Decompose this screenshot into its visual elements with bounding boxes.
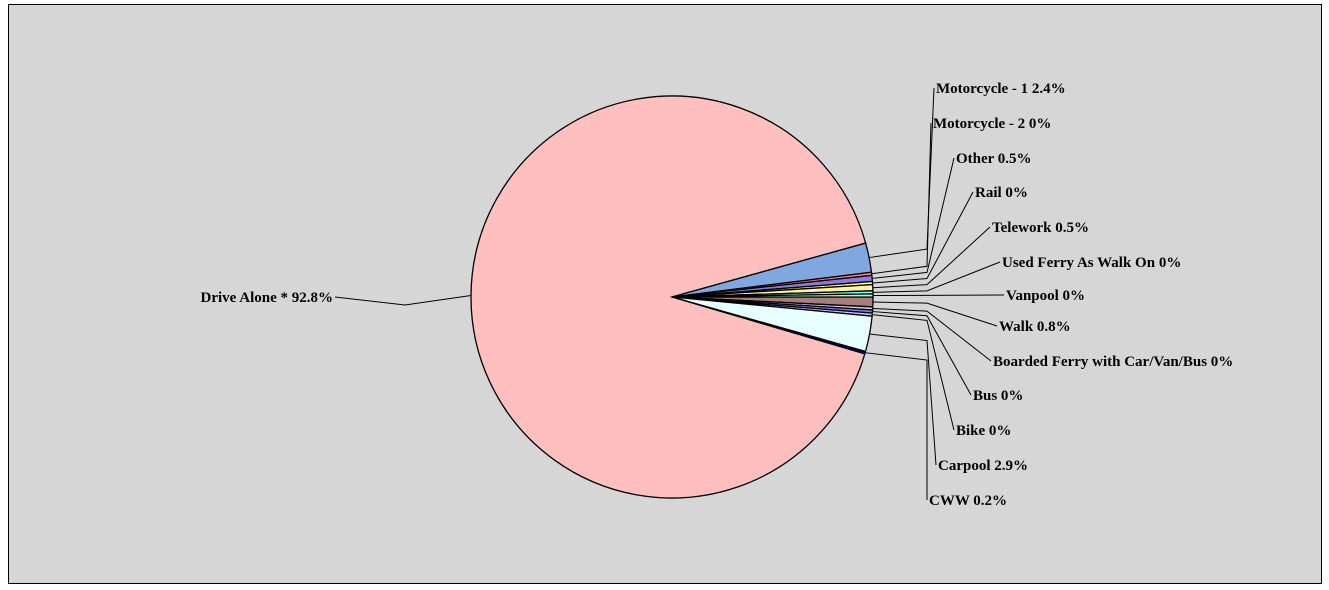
leader-line-walk <box>872 301 998 327</box>
leader-line-drive-alone <box>334 294 472 306</box>
pie-chart: Walk 0.8% Boarded Ferry with Car/Van/Bus … <box>201 81 1234 509</box>
slice-label-telework: Telework 0.5% <box>992 220 1089 236</box>
slice-label-used-ferry-as-walk-on: Used Ferry As Walk On 0% <box>1002 255 1181 271</box>
slice-label-cww: CWW 0.2% <box>929 493 1007 509</box>
slice-label-bus: Bus 0% <box>973 388 1023 404</box>
slice-label-boarded-ferry-with-car-van-bus: Boarded Ferry with Car/Van/Bus 0% <box>993 354 1233 370</box>
slice-label-vanpool: Vanpool 0% <box>1006 288 1085 304</box>
slice-label-bike: Bike 0% <box>956 423 1011 439</box>
leader-line-motorcycle-2 <box>871 122 932 275</box>
slice-label-other: Other 0.5% <box>956 151 1032 167</box>
chart-frame: Walk 0.8% Boarded Ferry with Car/Van/Bus … <box>8 4 1322 584</box>
slice-label-walk: Walk 0.8% <box>999 319 1071 335</box>
leader-line-rail <box>872 191 974 284</box>
leader-line-bus <box>872 311 972 396</box>
leader-lines <box>334 87 1005 500</box>
leader-line-motorcycle-1 <box>869 87 935 259</box>
slice-labels: Walk 0.8% Boarded Ferry with Car/Van/Bus … <box>201 81 1234 509</box>
leader-line-cww <box>865 352 928 500</box>
leader-line-other <box>872 157 955 279</box>
slice-label-rail: Rail 0% <box>975 185 1028 201</box>
leader-line-used-ferry-as-walk-on <box>872 261 1001 293</box>
leader-line-bike <box>872 314 955 431</box>
pie-slice-drive-alone <box>470 95 867 499</box>
leader-line-carpool <box>869 333 937 466</box>
leader-line-telework <box>872 226 991 289</box>
pie-slices <box>470 95 874 499</box>
slice-label-drive-alone: Drive Alone * 92.8% <box>201 290 334 306</box>
slice-label-motorcycle-1: Motorcycle - 1 2.4% <box>936 81 1066 97</box>
slice-label-carpool: Carpool 2.9% <box>938 458 1028 474</box>
slice-label-motorcycle-2: Motorcycle - 2 0% <box>933 116 1051 132</box>
leader-line-boarded-ferry-with-car-van-bus <box>872 307 992 362</box>
